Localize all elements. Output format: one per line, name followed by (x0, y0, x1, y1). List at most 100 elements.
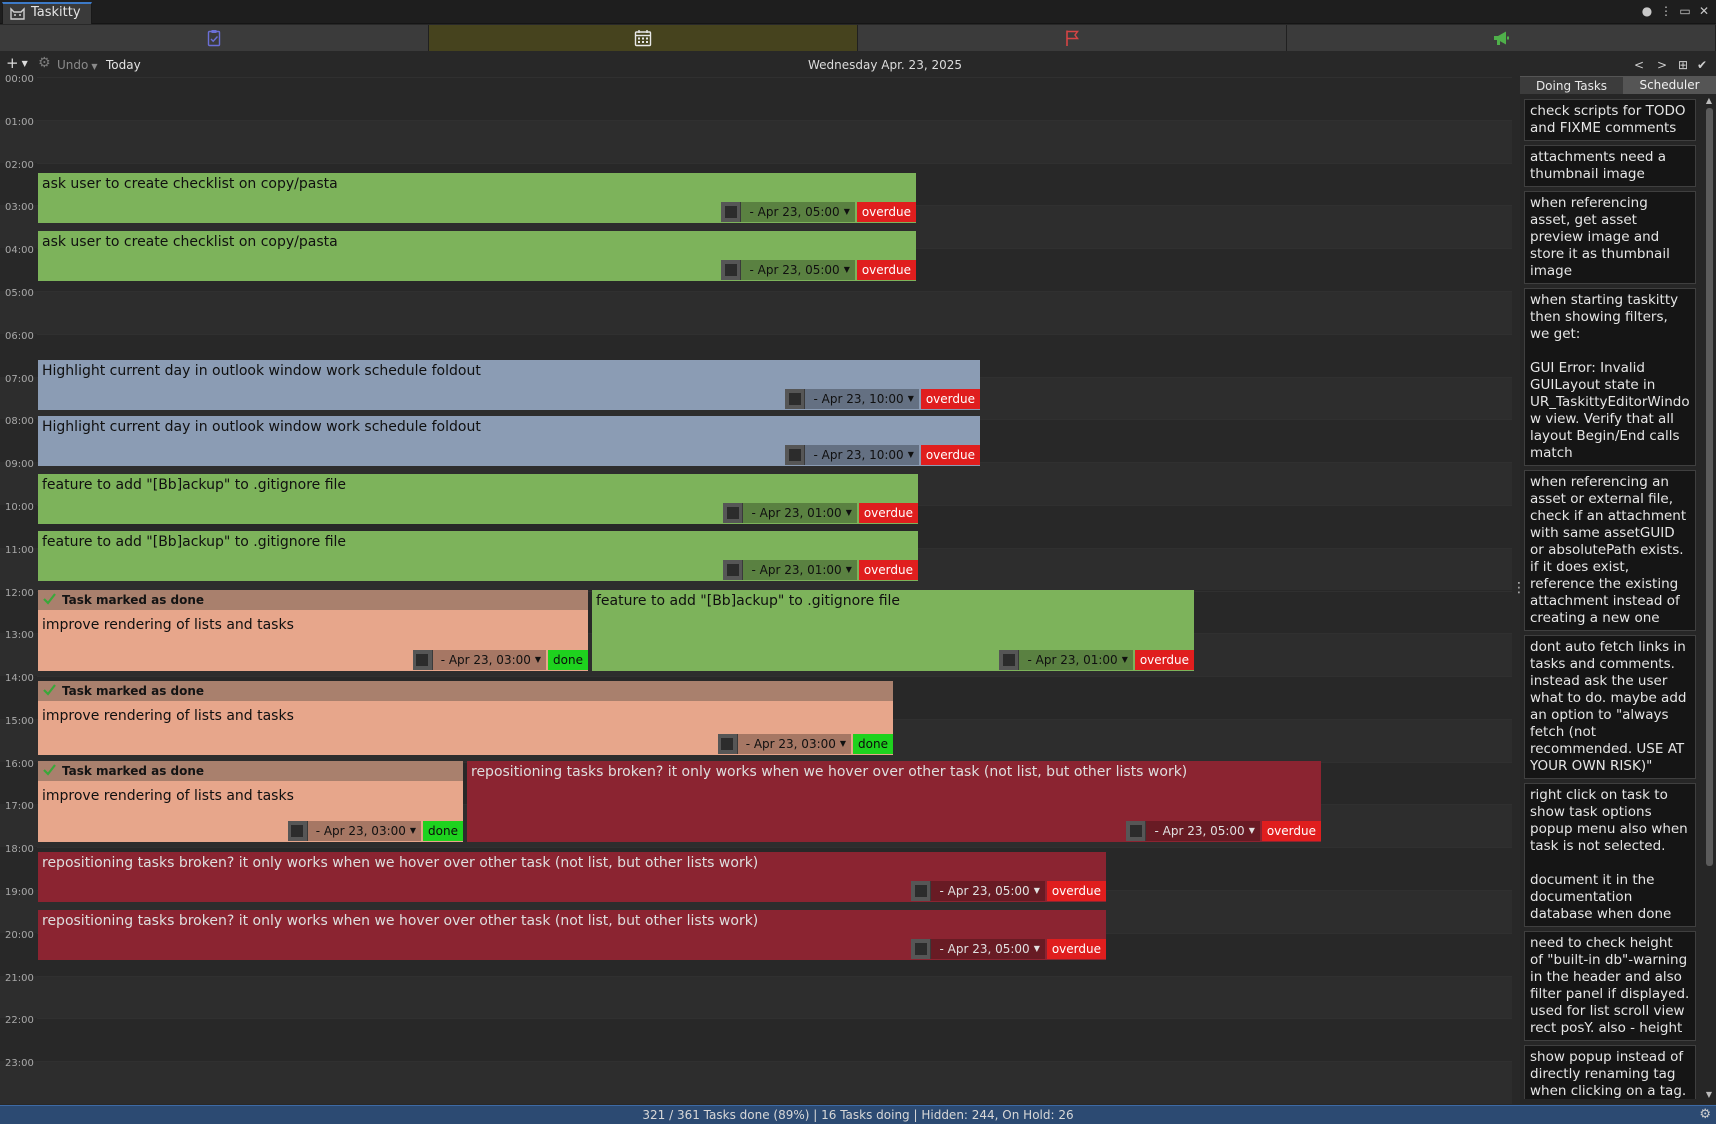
tab-announcements[interactable] (1287, 25, 1716, 51)
doing-task-item[interactable]: show popup instead of directly renaming … (1524, 1045, 1696, 1099)
add-task-button[interactable]: + ▼ (6, 54, 28, 72)
hour-row[interactable]: 02:00 (0, 160, 1512, 206)
task-due-date-dropdown[interactable]: - Apr 23, 03:00 ▼ (307, 821, 422, 841)
task-checkbox[interactable] (999, 650, 1020, 670)
task-card[interactable]: feature to add "[Bb]ackup" to .gitignore… (592, 590, 1194, 671)
task-due-date-dropdown[interactable]: - Apr 23, 10:00 ▼ (805, 389, 919, 409)
flag-icon (1066, 30, 1079, 46)
scroll-up-icon[interactable]: ▲ (1705, 96, 1713, 105)
task-card[interactable]: feature to add "[Bb]ackup" to .gitignore… (38, 474, 918, 524)
tab-doing-tasks[interactable]: Doing Tasks (1520, 76, 1623, 94)
task-due-date-dropdown[interactable]: - Apr 23, 03:00 ▼ (432, 650, 547, 670)
tab-tasks[interactable] (0, 25, 429, 51)
hour-row[interactable]: 21:00 (0, 973, 1512, 1019)
task-checkbox[interactable] (717, 734, 738, 754)
hour-row[interactable]: 14:00 (0, 673, 1512, 719)
prev-day-button[interactable]: < (1634, 58, 1645, 72)
hour-row[interactable]: 06:00 (0, 330, 1512, 377)
task-card-done[interactable]: Task marked as done improve rendering of… (38, 590, 588, 671)
hour-row[interactable]: 22:00 (0, 1015, 1512, 1061)
chevron-down-icon: ▼ (409, 826, 417, 835)
doing-task-item[interactable]: check scripts for TODO and FIXME comment… (1524, 99, 1696, 141)
status-badge: overdue (1046, 939, 1106, 959)
task-card[interactable]: ask user to create checklist on copy/pas… (38, 231, 916, 281)
task-card-done[interactable]: Task marked as done improve rendering of… (38, 681, 893, 755)
task-footer: - Apr 23, 05:00 ▼ overdue (911, 939, 1106, 959)
task-due-date-dropdown[interactable]: - Apr 23, 05:00 ▼ (741, 202, 855, 222)
tab-calendar[interactable] (429, 25, 858, 51)
task-card[interactable]: Highlight current day in outlook window … (38, 360, 980, 410)
task-checkbox[interactable] (1126, 821, 1147, 841)
task-title: improve rendering of lists and tasks (42, 708, 294, 724)
task-due-date-dropdown[interactable]: - Apr 23, 10:00 ▼ (805, 445, 919, 465)
undo-button[interactable]: Undo ▼ (57, 58, 98, 72)
task-footer: - Apr 23, 01:00 ▼ overdue (723, 560, 918, 580)
scroll-down-icon[interactable]: ▼ (1705, 1090, 1713, 1099)
hour-row[interactable]: 23:00 (0, 1058, 1512, 1104)
hour-row[interactable]: 18:00 (0, 844, 1512, 890)
next-day-button[interactable]: > (1657, 58, 1668, 72)
today-button[interactable]: Today (106, 58, 141, 72)
task-due-date-dropdown[interactable]: - Apr 23, 01:00 ▼ (743, 503, 857, 523)
doing-task-item[interactable]: attachments need a thumbnail image (1524, 145, 1696, 187)
task-card[interactable]: ask user to create checklist on copy/pas… (38, 173, 916, 223)
task-checkbox[interactable] (721, 260, 742, 280)
task-checkbox[interactable] (911, 881, 932, 901)
doing-task-item[interactable]: need to check height of "built-in db"-wa… (1524, 931, 1696, 1041)
task-card[interactable]: repositioning tasks broken? it only work… (38, 910, 1106, 960)
task-checkbox[interactable] (721, 202, 742, 222)
hour-row[interactable]: 05:00 (0, 288, 1512, 334)
task-checkbox[interactable] (723, 503, 744, 523)
task-card-done[interactable]: Task marked as done improve rendering of… (38, 761, 463, 842)
task-checkbox[interactable] (287, 821, 308, 841)
tab-scheduler[interactable]: Scheduler (1623, 76, 1716, 94)
layout-grid-icon[interactable]: ⊞ (1678, 58, 1689, 72)
done-banner: Task marked as done (38, 761, 463, 781)
scroll-thumb[interactable] (1706, 108, 1713, 866)
task-card[interactable]: Highlight current day in outlook window … (38, 416, 980, 466)
checkmark-icon[interactable]: ✔ (1697, 58, 1708, 72)
hour-divider (37, 119, 1512, 121)
hour-label: 06:00 (5, 330, 34, 342)
panel-scrollbar[interactable]: ▲ ▼ (1704, 96, 1714, 1099)
task-checkbox[interactable] (785, 389, 806, 409)
task-due-date-dropdown[interactable]: - Apr 23, 03:00 ▼ (737, 734, 852, 754)
task-due-date-dropdown[interactable]: - Apr 23, 05:00 ▼ (741, 260, 855, 280)
window-tab[interactable]: Taskitty (2, 2, 92, 24)
hour-divider (37, 975, 1512, 977)
maximize-icon[interactable]: ▭ (1679, 4, 1691, 18)
doing-task-item[interactable]: when referencing an asset or external fi… (1524, 470, 1696, 631)
hour-divider (37, 1061, 1512, 1063)
task-due-date-dropdown[interactable]: - Apr 23, 05:00 ▼ (931, 881, 1045, 901)
doing-task-item[interactable]: dont auto fetch links in tasks and comme… (1524, 635, 1696, 779)
calendar-icon (634, 30, 652, 47)
task-card[interactable]: repositioning tasks broken? it only work… (38, 852, 1106, 902)
task-checkbox[interactable] (412, 650, 433, 670)
task-due-date-dropdown[interactable]: - Apr 23, 01:00 ▼ (1019, 650, 1133, 670)
gear-icon[interactable]: ⚙ (1699, 1107, 1711, 1122)
task-footer: - Apr 23, 01:00 ▼ overdue (999, 650, 1194, 670)
task-footer: - Apr 23, 05:00 ▼ overdue (721, 260, 916, 280)
task-title: repositioning tasks broken? it only work… (471, 764, 1188, 780)
task-card[interactable]: feature to add "[Bb]ackup" to .gitignore… (38, 531, 918, 581)
task-due-date-dropdown[interactable]: - Apr 23, 01:00 ▼ (743, 560, 857, 580)
doing-task-item[interactable]: when starting taskitty then showing filt… (1524, 288, 1696, 466)
current-date: Wednesday Apr. 23, 2025 (807, 58, 962, 72)
done-banner: Task marked as done (38, 681, 893, 701)
task-checkbox[interactable] (723, 560, 744, 580)
task-checkbox[interactable] (785, 445, 806, 465)
task-due-date-dropdown[interactable]: - Apr 23, 05:00 ▼ (1146, 821, 1260, 841)
kebab-menu-icon[interactable]: ⋮ (1660, 4, 1672, 18)
hour-row[interactable]: 00:00 (0, 74, 1512, 120)
hour-row[interactable]: 01:00 (0, 117, 1512, 163)
tab-milestones[interactable] (858, 25, 1287, 51)
doing-task-item[interactable]: when referencing asset, get asset previe… (1524, 191, 1696, 284)
lock-icon[interactable]: ● (1641, 4, 1653, 18)
status-badge: overdue (856, 260, 916, 280)
task-checkbox[interactable] (911, 939, 932, 959)
settings-gear-icon[interactable]: ⚙ (38, 55, 51, 71)
close-icon[interactable]: ✕ (1698, 4, 1710, 18)
task-due-date-dropdown[interactable]: - Apr 23, 05:00 ▼ (931, 939, 1045, 959)
doing-task-item[interactable]: right click on task to show task options… (1524, 783, 1696, 927)
task-card[interactable]: repositioning tasks broken? it only work… (467, 761, 1321, 842)
